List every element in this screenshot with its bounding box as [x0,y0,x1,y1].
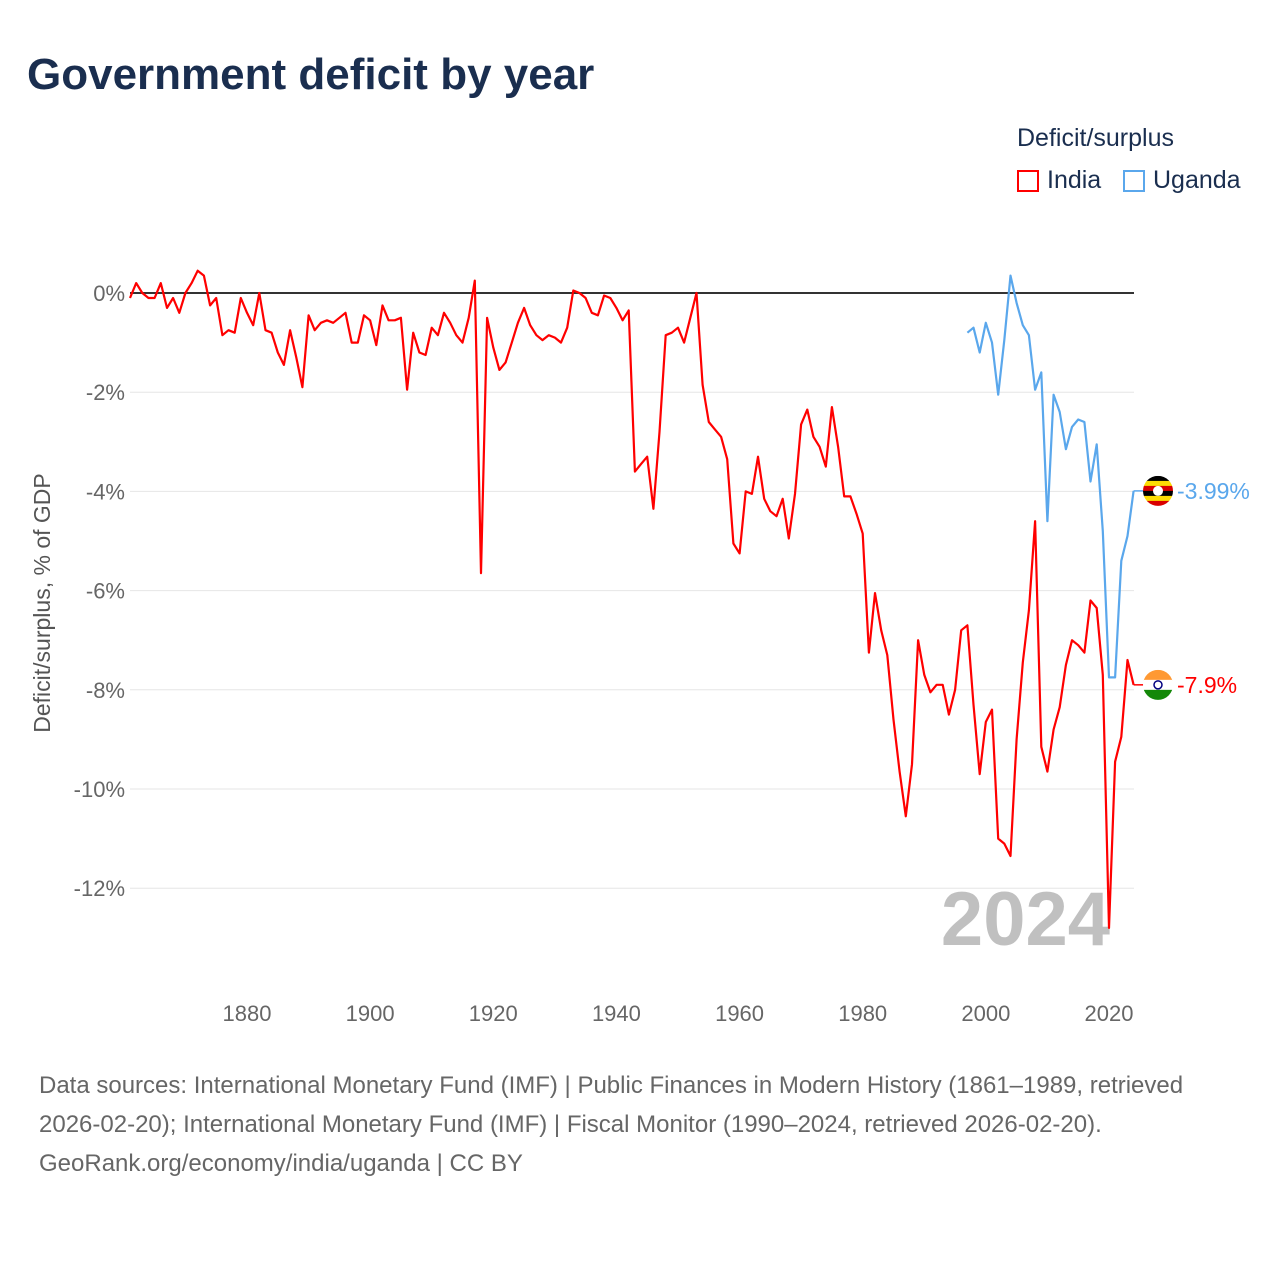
line-chart: 0% -2% -4% -6% -8% -10% -12% 1880 1900 1920 1940 19… [29,269,1250,1026]
end-value-label: -7.9% [1177,672,1237,698]
year-watermark: 2024 [941,877,1110,962]
x-tick-label: 1960 [715,1001,764,1026]
end-value-label: -3.99% [1177,478,1250,504]
x-tick-label: 1880 [223,1001,272,1026]
legend-label: Uganda [1153,166,1241,194]
credit-link[interactable]: GeoRank.org/economy/india/uganda | CC BY [39,1150,523,1177]
y-tick-label: 0% [93,281,125,306]
series-line-uganda[interactable] [966,274,1135,679]
y-tick-label: -10% [74,777,125,802]
legend-item-india[interactable]: India [1017,166,1101,195]
legend-label: India [1047,166,1102,194]
x-tick-label: 1920 [469,1001,518,1026]
y-tick-label: -4% [86,479,125,504]
x-tick-label: 1980 [838,1001,887,1026]
legend-swatch-uganda [1123,169,1145,192]
series-line-india[interactable] [128,269,1135,930]
y-axis-label: Deficit/surplus, % of GDP [29,473,55,732]
y-tick-label: -12% [74,876,125,901]
y-tick-label: -2% [86,380,125,405]
x-tick-label: 2020 [1085,1001,1134,1026]
y-tick-label: -6% [86,579,125,604]
uganda-flag-icon [1143,475,1173,506]
page-title: Government deficit by year [27,50,595,99]
x-tick-label: 2000 [961,1001,1010,1026]
x-tick-label: 1900 [346,1001,395,1026]
footer: Data sources: International Monetary Fun… [39,1066,1239,1183]
legend-swatch-india [1017,169,1039,192]
y-tick-label: -8% [86,678,125,703]
legend-item-uganda[interactable]: Uganda [1123,166,1241,195]
india-flag-icon [1143,669,1173,700]
x-tick-label: 1940 [592,1001,641,1026]
data-sources: Data sources: International Monetary Fun… [39,1072,1184,1138]
legend-title: Deficit/surplus [1017,124,1174,152]
